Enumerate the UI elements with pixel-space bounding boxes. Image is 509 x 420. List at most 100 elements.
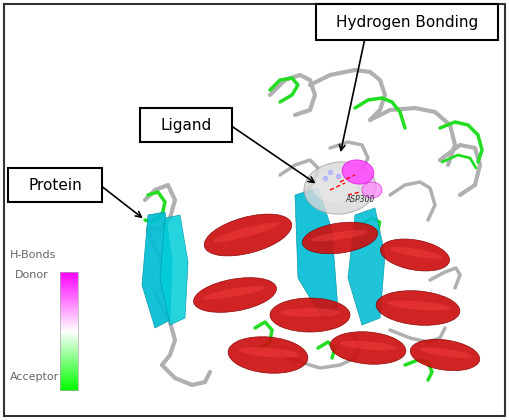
Bar xyxy=(60,288,78,289)
Bar xyxy=(60,356,78,357)
Polygon shape xyxy=(142,212,172,328)
Bar xyxy=(60,382,78,383)
FancyBboxPatch shape xyxy=(140,108,232,142)
Bar xyxy=(60,380,78,381)
Bar xyxy=(60,389,78,391)
Bar xyxy=(60,299,78,300)
Bar xyxy=(60,349,78,350)
Bar xyxy=(60,360,78,361)
Bar xyxy=(60,371,78,372)
Bar xyxy=(60,289,78,290)
Bar xyxy=(60,349,78,350)
Bar xyxy=(60,385,78,386)
Bar xyxy=(60,322,78,323)
Bar xyxy=(60,338,78,339)
Bar xyxy=(60,356,78,357)
Bar xyxy=(60,317,78,318)
Bar xyxy=(60,354,78,355)
Bar xyxy=(60,320,78,321)
Bar xyxy=(60,388,78,389)
Bar xyxy=(60,348,78,349)
Bar xyxy=(60,384,78,385)
Bar xyxy=(60,354,78,356)
Bar xyxy=(60,299,78,301)
Bar xyxy=(60,343,78,344)
Bar xyxy=(60,300,78,301)
Bar xyxy=(60,276,78,278)
Bar xyxy=(60,386,78,387)
Bar xyxy=(60,319,78,320)
Bar xyxy=(60,308,78,310)
Bar xyxy=(60,389,78,390)
Bar xyxy=(60,334,78,335)
Bar xyxy=(60,360,78,362)
Ellipse shape xyxy=(376,291,460,326)
Polygon shape xyxy=(348,208,385,325)
Bar xyxy=(60,292,78,293)
Bar xyxy=(60,368,78,369)
Bar xyxy=(60,314,78,315)
Ellipse shape xyxy=(330,332,406,364)
Bar xyxy=(60,342,78,343)
Bar xyxy=(60,302,78,304)
Bar xyxy=(60,286,78,287)
Bar xyxy=(60,345,78,346)
Bar xyxy=(60,297,78,298)
Text: ASP300: ASP300 xyxy=(345,195,375,204)
Bar xyxy=(60,317,78,318)
Bar xyxy=(60,359,78,360)
Ellipse shape xyxy=(342,160,374,184)
Bar xyxy=(60,355,78,356)
Bar xyxy=(60,313,78,314)
Bar xyxy=(60,284,78,285)
Text: Ligand: Ligand xyxy=(160,118,212,132)
Bar xyxy=(60,278,78,279)
Bar xyxy=(60,337,78,339)
Bar xyxy=(60,371,78,372)
Bar xyxy=(60,310,78,311)
Bar xyxy=(60,323,78,324)
Ellipse shape xyxy=(204,214,292,256)
Bar xyxy=(60,277,78,278)
Text: Acceptor: Acceptor xyxy=(10,372,59,382)
Bar xyxy=(60,378,78,379)
Bar xyxy=(60,365,78,366)
Bar xyxy=(60,374,78,375)
Bar xyxy=(60,281,78,282)
Bar xyxy=(60,363,78,365)
Bar xyxy=(60,376,78,377)
Text: Protein: Protein xyxy=(28,178,82,192)
Bar xyxy=(60,272,78,273)
Bar xyxy=(60,350,78,351)
Bar xyxy=(60,314,78,315)
Bar xyxy=(60,361,78,362)
Ellipse shape xyxy=(193,278,276,312)
Bar xyxy=(60,348,78,349)
Bar xyxy=(60,339,78,340)
Bar xyxy=(60,341,78,342)
Ellipse shape xyxy=(270,298,350,332)
Bar xyxy=(60,304,78,305)
Bar xyxy=(60,329,78,330)
FancyBboxPatch shape xyxy=(8,168,102,202)
Bar xyxy=(60,375,78,376)
Bar xyxy=(60,295,78,296)
Bar xyxy=(60,315,78,316)
Ellipse shape xyxy=(340,341,397,350)
Bar xyxy=(60,366,78,367)
Bar xyxy=(60,273,78,274)
Bar xyxy=(60,343,78,344)
Bar xyxy=(60,374,78,375)
Bar xyxy=(60,285,78,286)
Bar xyxy=(60,347,78,348)
Bar xyxy=(60,372,78,373)
Bar xyxy=(60,327,78,328)
Bar xyxy=(60,331,78,333)
Bar xyxy=(60,370,78,371)
Bar xyxy=(60,336,78,337)
Bar xyxy=(60,346,78,347)
Bar xyxy=(60,352,78,353)
Bar xyxy=(60,350,78,351)
Bar xyxy=(60,376,78,377)
Bar xyxy=(60,312,78,313)
